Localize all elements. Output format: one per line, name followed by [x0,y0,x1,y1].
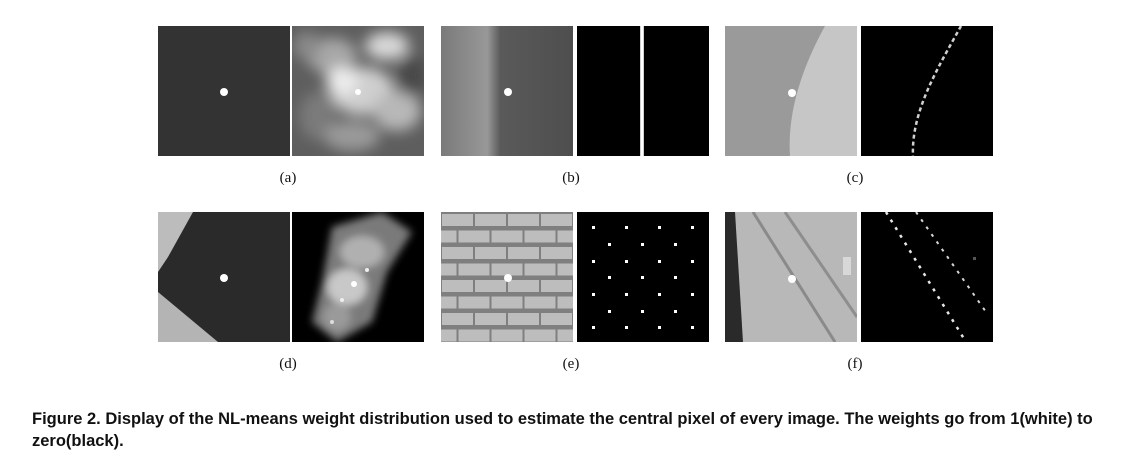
image-f-diagonal-lines [725,212,857,342]
image-a-noise [158,26,290,156]
subfigure-label-f: (f) [847,356,863,372]
weights-b [577,26,709,156]
weights-f [861,212,993,342]
weights-d [292,212,424,342]
weights-c [861,26,993,156]
image-b-vertical-edge [441,26,573,156]
weights-a [292,26,424,156]
subfigure-label-e: (e) [562,356,580,372]
image-e-brick-texture [441,212,573,342]
figure-caption: Figure 2. Display of the NL-means weight… [32,410,1093,450]
subfigure-label-b: (b) [562,170,580,186]
subfigure-label-c: (c) [846,170,864,186]
image-d-diagonal-band [158,212,290,342]
subfigure-label-d: (d) [279,356,297,372]
weights-e [577,212,709,342]
subfigure-label-a: (a) [279,170,297,186]
image-c-curved-edge [725,26,857,156]
